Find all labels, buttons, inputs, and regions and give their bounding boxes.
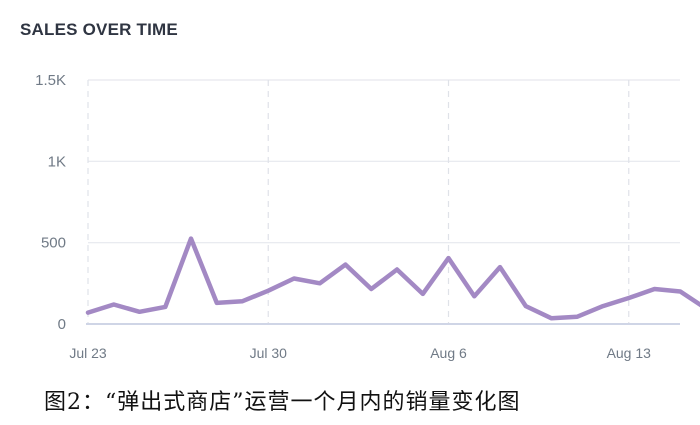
x-tick-label: Aug 6	[430, 345, 467, 361]
series-layer	[85, 236, 700, 321]
y-tick-label: 500	[41, 235, 66, 252]
figure-caption: 图2：“弹出式商店”运营一个月内的销量变化图	[44, 390, 521, 415]
x-tick-label: Aug 13	[607, 345, 652, 361]
y-axis-ticks: 0 500 1K 1.5K	[35, 72, 66, 333]
y-tick-label: 1.5K	[35, 72, 66, 89]
chart-title: SALES OVER TIME	[20, 20, 178, 39]
grid-lines	[87, 79, 680, 324]
series-line	[85, 236, 700, 321]
x-tick-label: Jul 23	[69, 345, 107, 361]
y-tick-label: 0	[58, 316, 66, 333]
y-tick-label: 1K	[48, 153, 66, 170]
x-tick-label: Jul 30	[250, 345, 288, 361]
